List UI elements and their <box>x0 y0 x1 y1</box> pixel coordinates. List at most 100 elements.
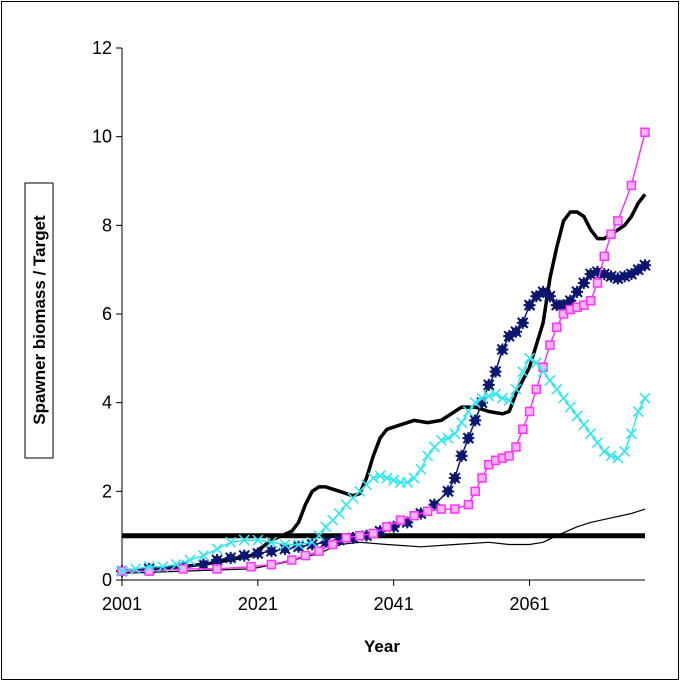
data-point <box>531 384 542 395</box>
data-point <box>395 515 406 525</box>
x-axis: 2001 2021 2041 2061 <box>102 579 645 614</box>
data-point <box>640 127 650 137</box>
data-point <box>483 390 495 402</box>
data-point <box>381 472 393 484</box>
data-point-star <box>496 343 509 356</box>
data-point-star <box>550 299 563 312</box>
data-point <box>225 536 237 548</box>
data-point <box>333 507 345 520</box>
series-group <box>116 127 651 578</box>
data-point <box>293 538 305 551</box>
data-point <box>469 397 481 409</box>
data-point <box>314 546 324 556</box>
data-point <box>354 530 365 541</box>
data-point <box>585 428 597 440</box>
data-point <box>599 251 609 262</box>
data-point <box>504 451 514 461</box>
data-point <box>606 229 616 239</box>
data-point-star <box>455 449 468 462</box>
data-point-star <box>475 396 488 409</box>
data-point-star <box>469 414 482 427</box>
data-point-star <box>618 270 631 283</box>
y-tick-label: 4 <box>102 393 112 413</box>
data-point <box>463 499 474 510</box>
data-point <box>300 550 311 561</box>
data-point <box>436 504 446 514</box>
data-point-star <box>306 538 319 551</box>
data-point <box>211 543 223 555</box>
data-point <box>551 322 562 333</box>
data-point-star <box>632 263 645 276</box>
data-point <box>490 388 502 400</box>
x-axis-title: Year <box>364 637 400 656</box>
series-4 <box>117 127 650 576</box>
data-point <box>327 539 338 550</box>
data-point-star <box>584 268 597 281</box>
series-1 <box>121 193 647 573</box>
data-point-star <box>238 549 251 562</box>
data-point-star <box>462 432 475 445</box>
y-tick-label: 2 <box>102 481 112 501</box>
y-axis-title-frame <box>24 182 54 459</box>
data-point-star <box>509 325 522 338</box>
data-point <box>382 522 392 532</box>
data-point <box>116 565 128 577</box>
data-point <box>571 410 583 422</box>
data-point <box>585 295 596 306</box>
data-point <box>639 392 651 404</box>
data-point <box>266 559 277 570</box>
data-point <box>157 561 169 573</box>
data-point-star <box>387 520 400 533</box>
data-point-star <box>598 268 611 281</box>
data-point <box>545 340 555 350</box>
data-point <box>551 383 563 395</box>
data-point <box>197 550 210 562</box>
data-point-star <box>564 294 577 307</box>
x-tick-label: 2021 <box>238 594 278 614</box>
data-point <box>442 432 454 444</box>
series-3 <box>116 259 651 578</box>
data-point-star <box>211 554 224 567</box>
y-axis: 0 2 4 6 8 10 12 <box>92 38 123 590</box>
data-point-star <box>333 534 346 547</box>
data-point-star <box>530 290 543 303</box>
data-point-star <box>516 316 529 329</box>
series-line <box>121 193 647 573</box>
data-point-star <box>591 265 604 278</box>
data-point <box>544 374 556 387</box>
y-tick-label: 8 <box>102 215 112 235</box>
data-point-star <box>401 516 414 529</box>
data-point <box>524 406 535 417</box>
data-point <box>246 561 256 572</box>
data-point <box>422 450 434 462</box>
data-point <box>578 419 590 431</box>
data-point <box>456 417 468 429</box>
data-point <box>619 445 631 457</box>
data-point-star <box>292 540 305 553</box>
y-tick-label: 12 <box>92 38 112 58</box>
data-point <box>598 445 610 457</box>
data-point-star <box>428 498 441 511</box>
data-point <box>564 401 576 413</box>
data-point <box>287 555 297 565</box>
data-point <box>613 216 623 226</box>
data-point <box>592 278 603 288</box>
data-point-star <box>265 545 278 558</box>
data-point-star <box>503 330 516 343</box>
y-axis-title-box: Spawner biomass / Target <box>24 182 54 459</box>
data-point <box>517 366 529 378</box>
data-point <box>476 392 488 404</box>
data-point <box>435 434 447 446</box>
data-point <box>367 472 379 484</box>
data-point <box>374 470 386 482</box>
data-point-star <box>557 299 570 312</box>
data-point <box>409 510 419 521</box>
data-point <box>265 536 277 548</box>
data-point <box>313 530 325 542</box>
data-point-star <box>279 542 292 555</box>
data-point <box>238 534 250 546</box>
data-point <box>503 394 515 407</box>
data-point <box>170 558 182 571</box>
